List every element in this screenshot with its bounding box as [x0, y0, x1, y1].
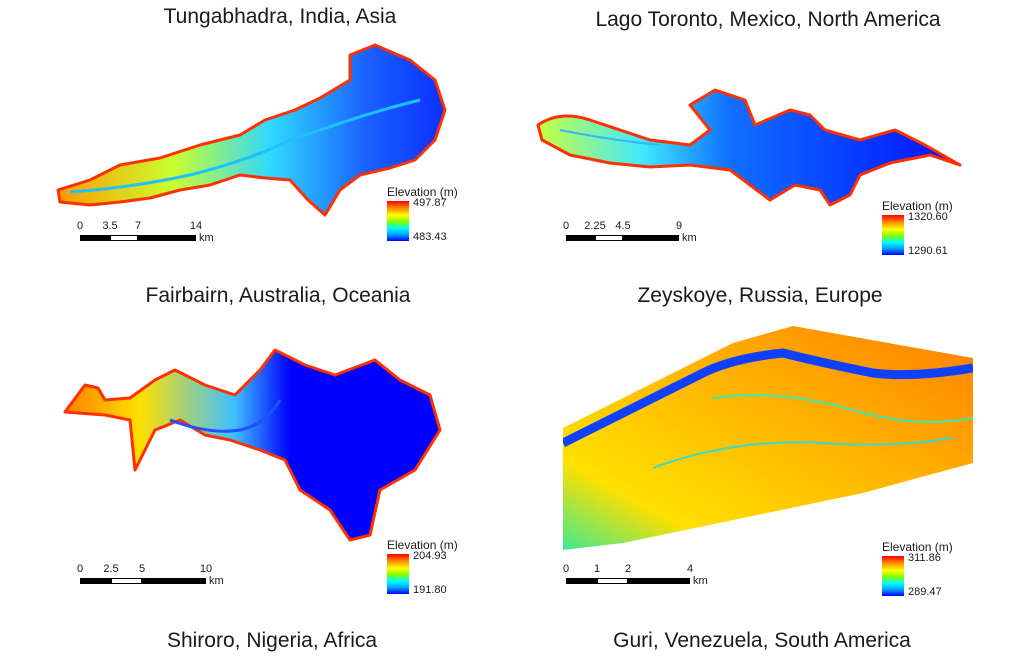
- scale-tick: 0: [562, 220, 570, 232]
- scale-tick: 0: [76, 563, 84, 575]
- panel-title-fairbairn: Fairbairn, Australia, Oceania: [145, 284, 411, 307]
- scale-segment: [111, 578, 142, 584]
- scale-tick: 4: [686, 563, 694, 575]
- legend-min: 1290.61: [908, 245, 948, 257]
- scale-segment: [80, 578, 111, 584]
- scale-segment: [80, 235, 110, 241]
- scale-segment: [597, 578, 628, 584]
- reservoir-map-zeyskoye: [563, 326, 973, 550]
- scale-segment: [566, 578, 597, 584]
- scale-tick: 2: [624, 563, 632, 575]
- panel-title-tungabhadra: Tungabhadra, India, Asia: [163, 5, 397, 28]
- legend-max: 497.87: [413, 197, 447, 209]
- scale-unit: km: [682, 232, 697, 244]
- legend-title: Elevation (m): [387, 185, 458, 199]
- scale-segment: [566, 235, 595, 241]
- scale-tick: 2.25: [584, 220, 606, 232]
- scale-segment: [110, 235, 138, 241]
- legend-color-ramp: [387, 201, 409, 241]
- panel-title-zeyskoye: Zeyskoye, Russia, Europe: [637, 284, 883, 307]
- scale-tick: 3.5: [102, 220, 118, 232]
- legend-title: Elevation (m): [387, 538, 458, 552]
- panel-title-guri: Guri, Venezuela, South America: [613, 629, 911, 652]
- scale-tick: 7: [134, 220, 142, 232]
- scale-tick: 0: [76, 220, 84, 232]
- panel-title-lago-toronto: Lago Toronto, Mexico, North America: [595, 8, 941, 31]
- legend-min: 483.43: [413, 231, 447, 243]
- scale-segment: [142, 578, 206, 584]
- scale-tick: 9: [675, 220, 683, 232]
- elevation-legend-3: Elevation (m) 204.93 191.80: [387, 538, 497, 598]
- scale-segment: [595, 235, 623, 241]
- scale-tick: 0: [562, 563, 570, 575]
- reservoir-map-tungabhadra: [56, 43, 447, 217]
- legend-min: 191.80: [413, 584, 447, 596]
- scale-unit: km: [209, 575, 224, 587]
- legend-max: 311.86: [908, 552, 941, 564]
- legend-min: 289.47: [908, 586, 942, 598]
- legend-max: 1320.60: [908, 211, 948, 223]
- reservoir-map-fairbairn: [63, 348, 442, 542]
- scale-tick: 4.5: [615, 220, 631, 232]
- panel-title-shiroro: Shiroro, Nigeria, Africa: [166, 629, 378, 652]
- scale-segment: [628, 578, 690, 584]
- legend-color-ramp: [387, 554, 409, 594]
- legend-color-ramp: [882, 556, 904, 596]
- scale-bar-2: 0 2.25 4.5 9 km: [562, 220, 746, 254]
- scale-unit: km: [693, 575, 708, 587]
- elevation-legend-1: Elevation (m) 497.87 483.43: [387, 185, 497, 245]
- legend-max: 204.93: [413, 550, 447, 562]
- scale-bar-4: 0 1 2 4 km: [562, 563, 746, 597]
- legend-title: Elevation (m): [882, 540, 953, 554]
- scale-tick: 14: [189, 220, 203, 232]
- scale-bar-3: 0 2.5 5 10 km: [76, 563, 260, 597]
- scale-unit: km: [199, 232, 214, 244]
- scale-tick: 10: [199, 563, 213, 575]
- scale-tick: 2.5: [103, 563, 119, 575]
- elevation-legend-4: Elevation (m) 311.86 289.47: [882, 540, 992, 600]
- legend-color-ramp: [882, 215, 904, 255]
- scale-segment: [623, 235, 679, 241]
- reservoir-map-lago-toronto: [536, 88, 962, 207]
- scale-segment: [138, 235, 196, 241]
- scale-tick: 1: [593, 563, 601, 575]
- scale-bar-1: 0 3.5 7 14 km: [76, 220, 260, 254]
- legend-title: Elevation (m): [882, 199, 953, 213]
- elevation-legend-2: Elevation (m) 1320.60 1290.61: [882, 199, 992, 259]
- scale-tick: 5: [138, 563, 146, 575]
